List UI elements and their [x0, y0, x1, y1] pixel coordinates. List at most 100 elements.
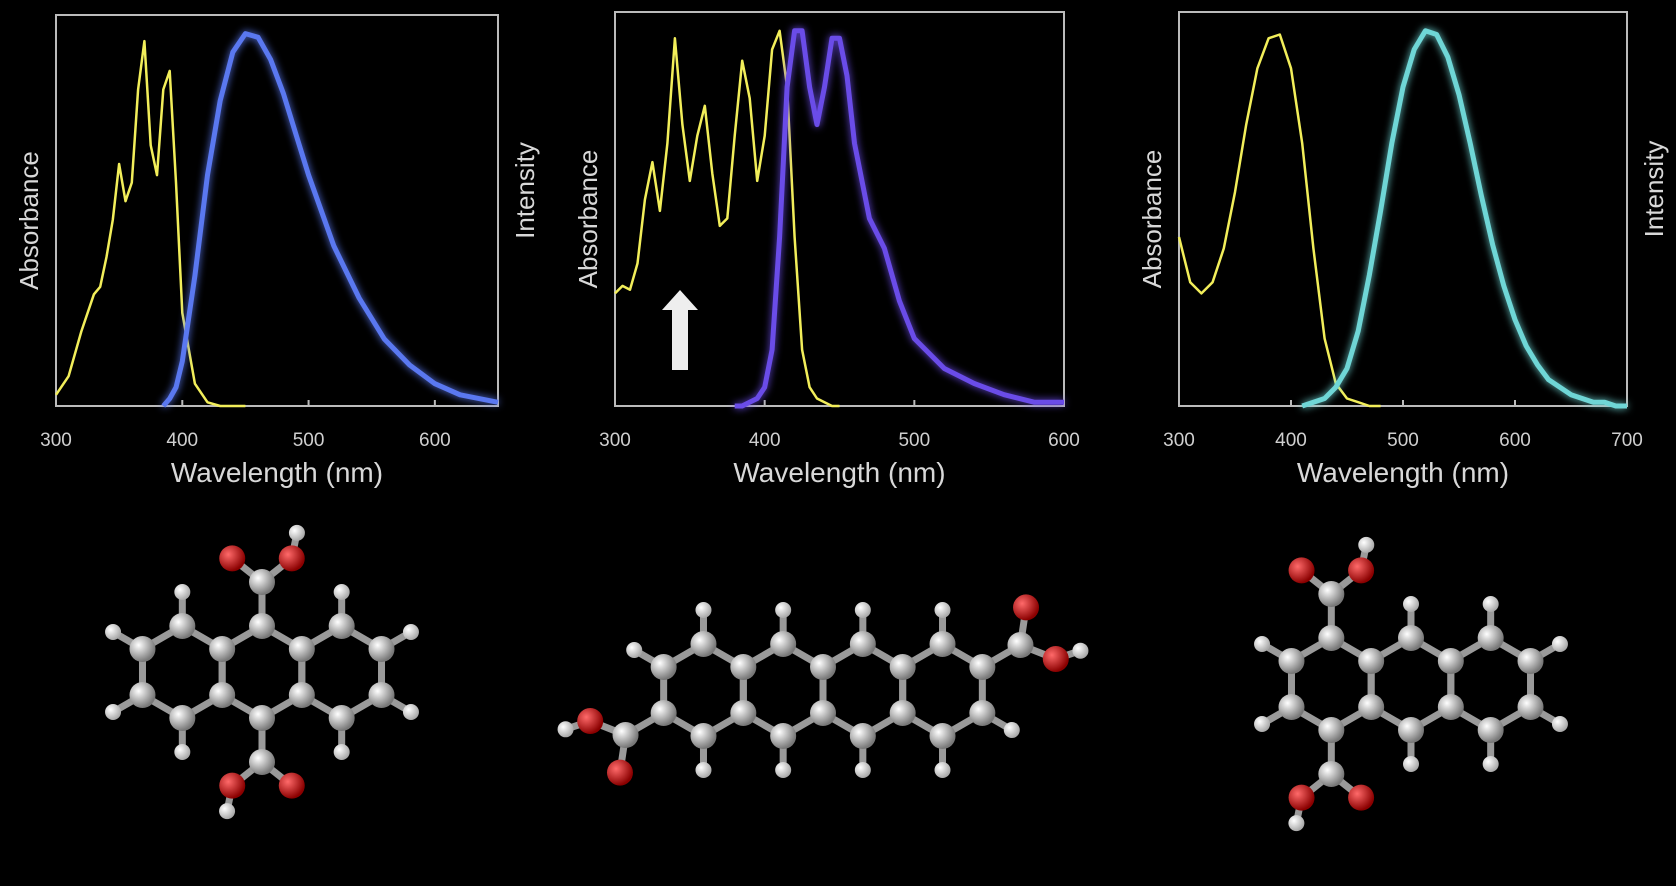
- atom: [969, 700, 996, 726]
- atom: [1437, 694, 1464, 720]
- atom: [1288, 784, 1315, 811]
- atom: [626, 642, 643, 658]
- atom: [169, 705, 196, 731]
- atom: [1042, 645, 1069, 672]
- molecule: [1254, 536, 1568, 832]
- x-tick-label: 300: [40, 430, 72, 451]
- atom: [169, 613, 196, 639]
- atom: [810, 654, 836, 680]
- atom: [1278, 694, 1305, 720]
- atom: [1477, 625, 1504, 651]
- atom: [209, 682, 236, 708]
- atom: [810, 700, 836, 726]
- x-tick-label: 300: [1163, 430, 1195, 451]
- atom: [1348, 784, 1375, 811]
- atom: [929, 723, 956, 749]
- y-axis-label: Absorbance: [573, 150, 603, 289]
- atom: [1437, 648, 1464, 674]
- atom: [174, 584, 191, 600]
- series-line: [1301, 28, 1627, 409]
- y-axis-label: Absorbance: [1137, 150, 1167, 289]
- atom: [1551, 636, 1568, 652]
- atom: [368, 682, 395, 708]
- atom: [1013, 594, 1040, 621]
- atom: [209, 636, 236, 662]
- atom: [1318, 761, 1345, 787]
- atom: [854, 602, 871, 618]
- atom: [1477, 717, 1504, 743]
- x-tick-label: 400: [1275, 430, 1307, 451]
- x-tick-label: 400: [749, 430, 781, 451]
- atom: [690, 631, 717, 657]
- atom: [1482, 596, 1499, 612]
- atom: [695, 762, 712, 778]
- atom: [1007, 632, 1034, 658]
- x-axis-label: Wavelength (nm): [171, 457, 383, 488]
- molecule: [557, 594, 1089, 786]
- atom: [934, 602, 951, 618]
- atom: [328, 613, 355, 639]
- atom: [1254, 636, 1271, 652]
- x-tick-label: 600: [419, 430, 451, 451]
- x-tick-label: 500: [898, 430, 930, 451]
- atom: [249, 569, 275, 595]
- series-line: [54, 39, 246, 408]
- atom: [770, 631, 797, 657]
- atom: [1072, 642, 1089, 659]
- atom: [650, 700, 677, 726]
- atom: [1003, 722, 1020, 738]
- atom: [288, 682, 315, 708]
- atom: [1318, 581, 1345, 607]
- atom: [849, 631, 876, 657]
- molecule: [105, 524, 419, 820]
- atom: [1358, 694, 1385, 720]
- plot-frame: [55, 14, 499, 407]
- y2-axis-label: Intensity: [510, 142, 540, 239]
- atom: [333, 744, 350, 760]
- atom: [219, 545, 246, 572]
- series-line: [614, 29, 840, 408]
- atom: [174, 744, 191, 760]
- atom: [1288, 557, 1315, 584]
- atom: [249, 613, 275, 639]
- atom: [1348, 557, 1375, 584]
- atom: [606, 759, 633, 786]
- series-line: [161, 31, 499, 408]
- x-tick-label: 400: [166, 430, 198, 451]
- atom: [402, 624, 419, 640]
- atom: [1318, 625, 1345, 651]
- y-axis-label: Absorbance: [14, 151, 44, 290]
- x-axis-label: Wavelength (nm): [1297, 457, 1509, 488]
- arrow-icon: [662, 290, 698, 370]
- atom: [1517, 694, 1544, 720]
- atom: [105, 624, 122, 640]
- atom: [730, 700, 757, 726]
- atom: [333, 584, 350, 600]
- atom: [402, 704, 419, 720]
- x-tick-label: 700: [1611, 430, 1643, 451]
- atom: [1403, 756, 1419, 772]
- atom: [1318, 717, 1345, 743]
- atom: [278, 545, 305, 572]
- atom: [249, 705, 275, 731]
- atom: [278, 772, 305, 799]
- x-tick-label: 600: [1048, 430, 1080, 451]
- x-tick-label: 500: [1387, 430, 1419, 451]
- atom: [889, 700, 916, 726]
- atom: [129, 636, 156, 662]
- atom: [695, 602, 712, 618]
- atom: [1278, 648, 1305, 674]
- atom: [775, 602, 792, 618]
- series-line: [1177, 33, 1381, 408]
- atom: [1254, 716, 1271, 732]
- atom: [1398, 625, 1424, 651]
- atom: [650, 654, 677, 680]
- atom: [1358, 536, 1375, 553]
- atom: [1517, 648, 1544, 674]
- atom: [219, 772, 246, 799]
- atom: [368, 636, 395, 662]
